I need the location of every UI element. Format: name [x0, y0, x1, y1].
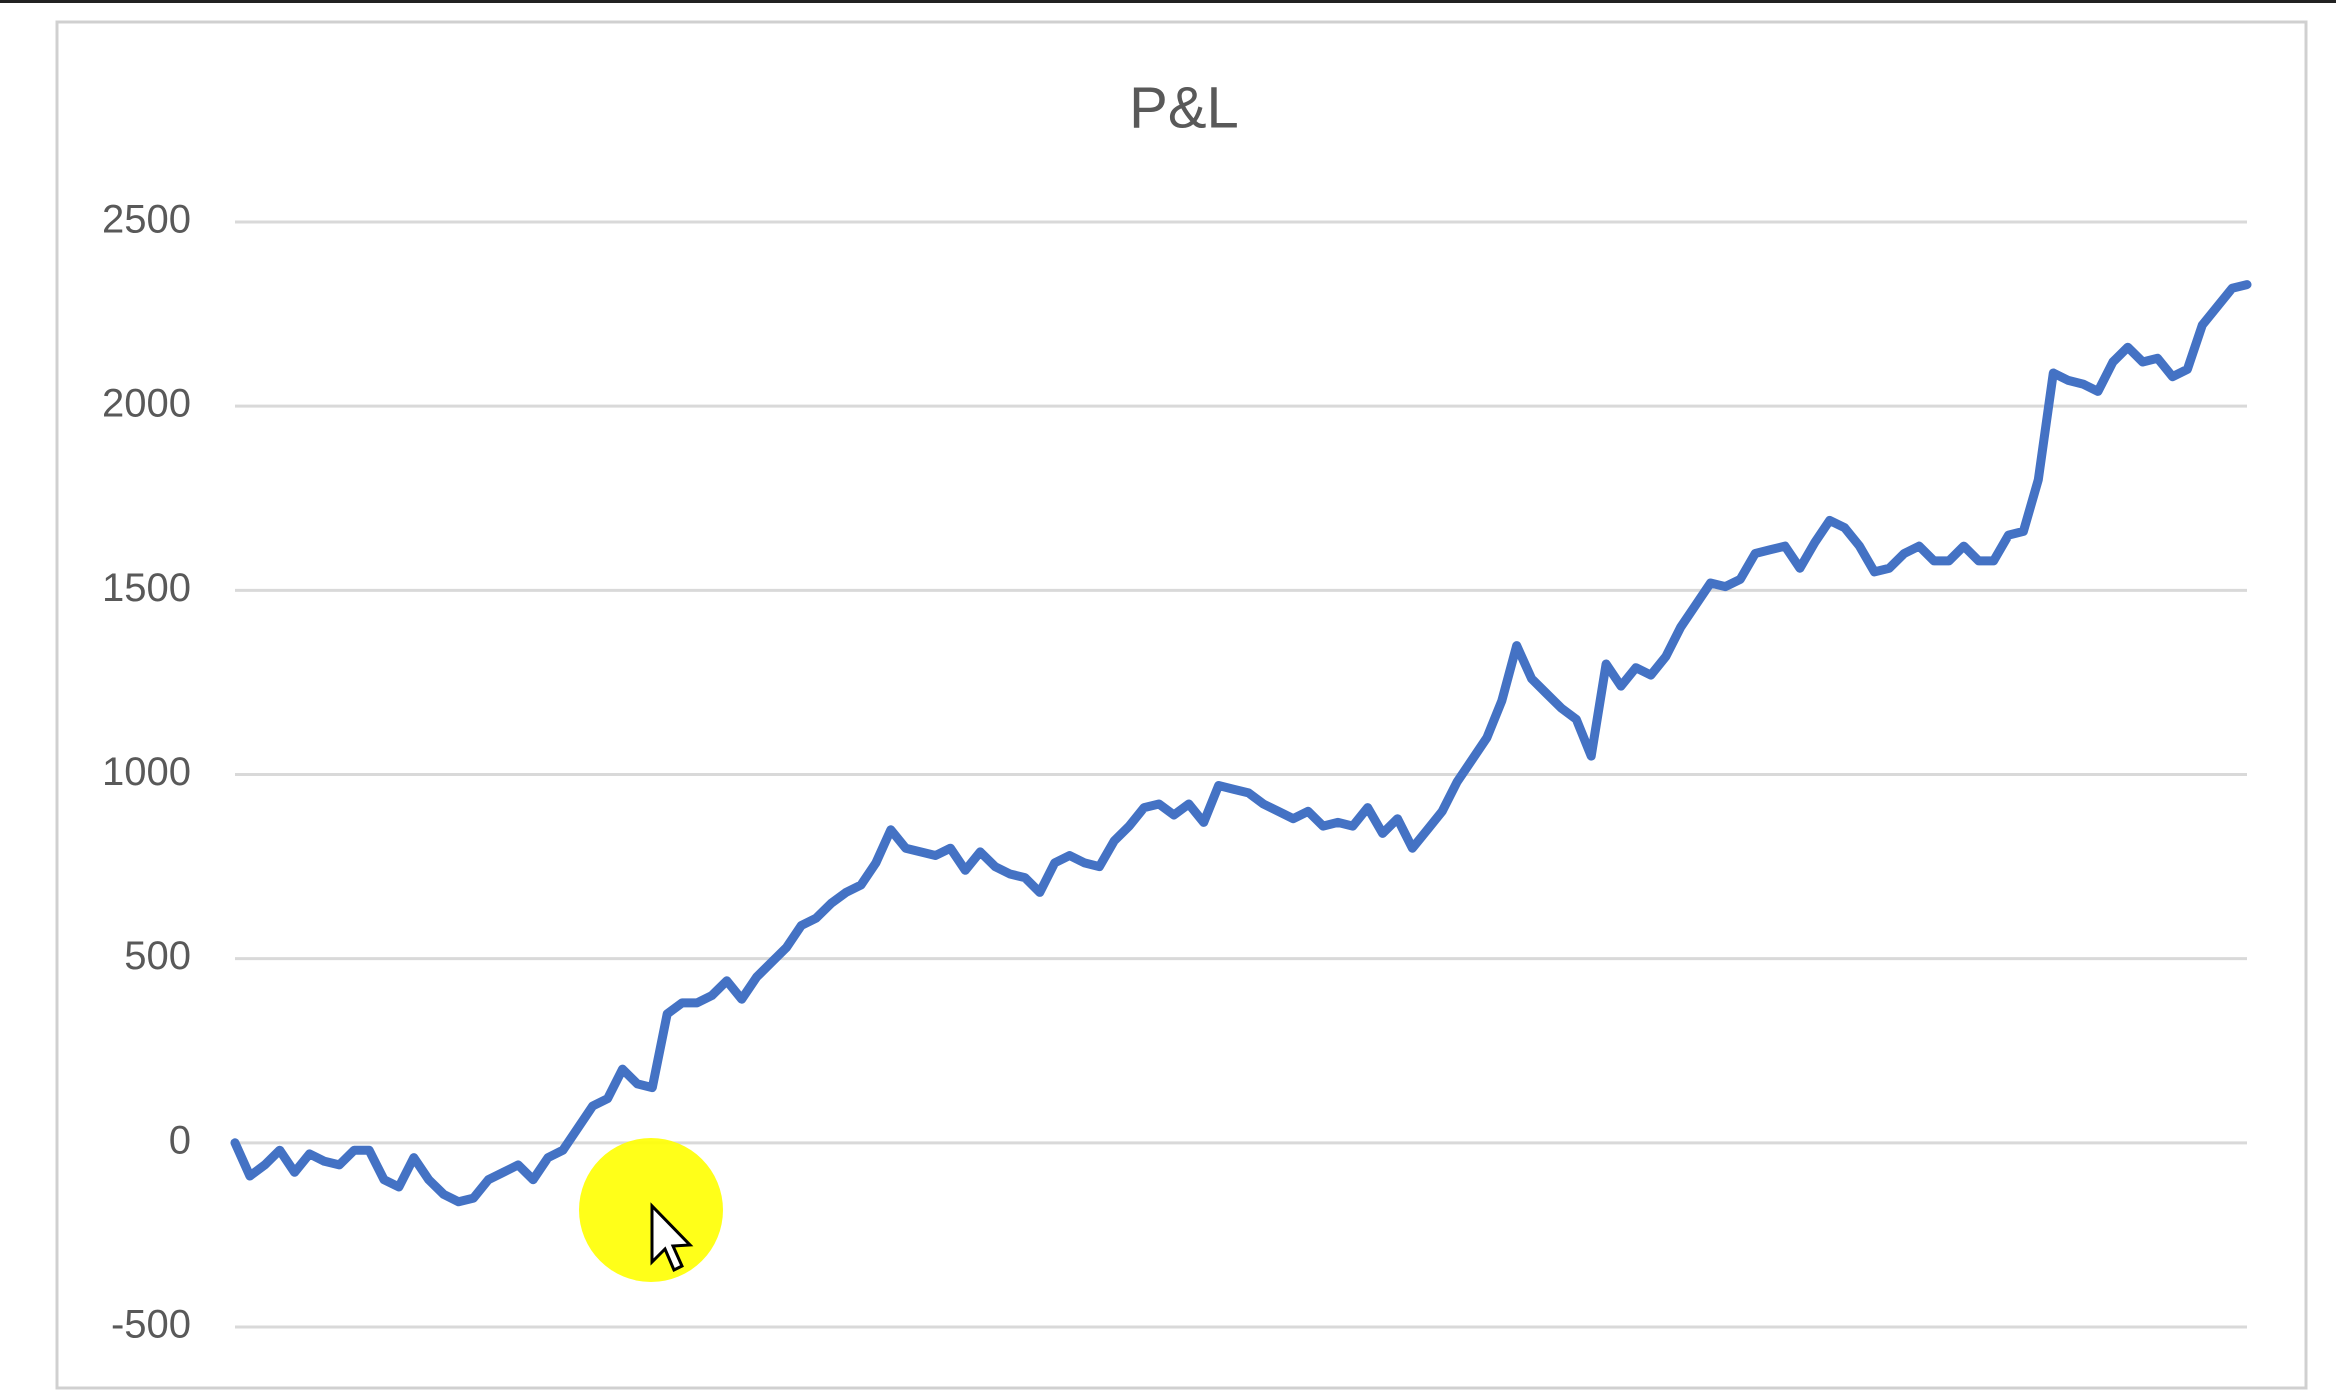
plot: [230, 280, 2252, 1207]
y-tick-label: 1500: [102, 566, 191, 610]
y-tick-label: 0: [169, 1118, 191, 1162]
y-tick-label: -500: [111, 1303, 191, 1347]
chart-title: P&L: [1129, 75, 1239, 140]
top-edge: [0, 0, 2336, 3]
y-tick-label: 2500: [102, 198, 191, 242]
cursor: [579, 1138, 723, 1282]
line-series: [230, 280, 2252, 1207]
chart-area: [55, 20, 2308, 1390]
cursor-arrow: [650, 1202, 694, 1273]
y-tick-label: 1000: [102, 750, 191, 794]
y-tick-label: 500: [124, 934, 191, 978]
y-tick-label: 2000: [102, 382, 191, 426]
